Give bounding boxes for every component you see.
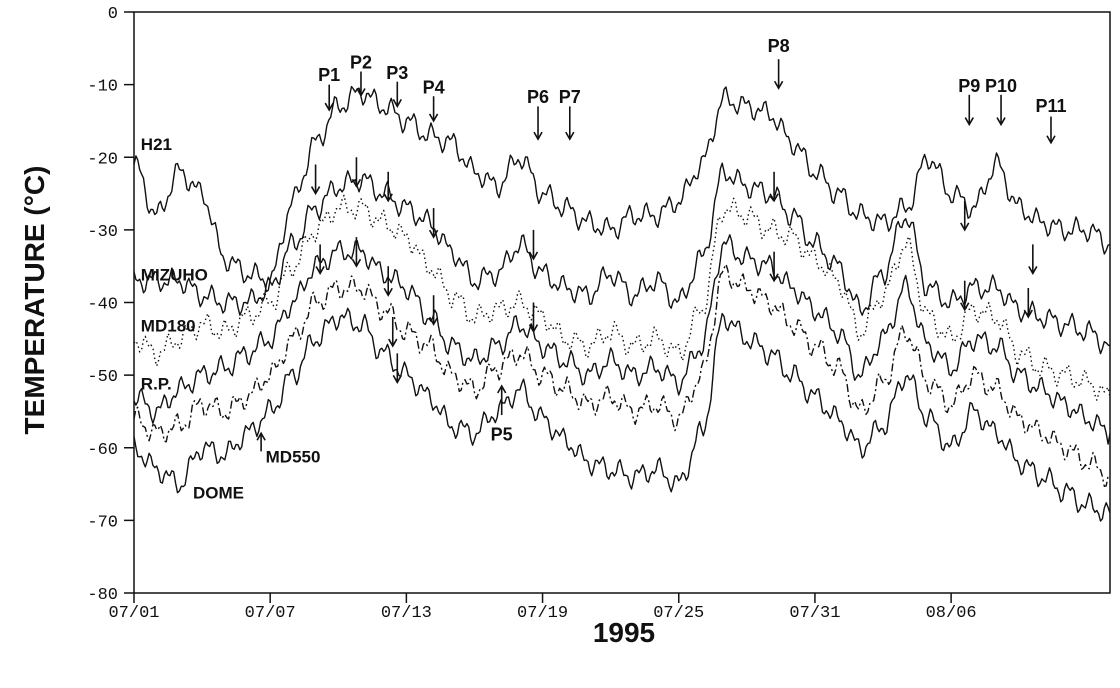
peak-arrow-head <box>392 99 402 109</box>
peak-arrow-head <box>1046 135 1056 145</box>
peak-arrow-head <box>1023 309 1033 319</box>
peak-arrow-head <box>773 80 784 90</box>
x-tick-label: 07/07 <box>245 604 296 623</box>
peak-arrow-head <box>528 324 539 334</box>
series-group <box>133 85 1111 522</box>
peak-label: P8 <box>768 36 790 56</box>
peak-label: P5 <box>491 424 513 444</box>
peak-arrow-head <box>356 88 366 98</box>
y-tick-label: -60 <box>87 441 118 460</box>
peak-arrow-head <box>428 113 439 123</box>
peak-arrow-head <box>428 316 439 326</box>
peak-arrow-head <box>324 102 334 112</box>
peak-arrow-head <box>533 131 543 141</box>
x-tick-label: 07/01 <box>108 604 159 623</box>
peak-arrow-head <box>310 186 321 196</box>
series-label: H21 <box>141 135 172 154</box>
peak-arrow-head <box>351 258 362 268</box>
y-tick-label: 0 <box>108 5 118 24</box>
series-line-h21 <box>133 85 1111 293</box>
series-label: MD180 <box>141 317 196 336</box>
x-axis-title: 1995 <box>593 617 655 648</box>
x-tick-label: 07/31 <box>789 604 840 623</box>
peak-arrow-head <box>960 302 970 312</box>
peak-arrow-head <box>383 287 393 297</box>
peak-label: P1 <box>318 65 340 85</box>
peak-label: P6 <box>527 87 549 107</box>
peak-arrow-head <box>428 229 439 239</box>
series-label: MD550 <box>266 447 321 466</box>
y-tick-label: -10 <box>87 78 118 97</box>
label-group: H21 MIZUHO MD180 R.P. MD550 DOME P1 P2 P3 P4 P6 P7 P… <box>141 36 1067 503</box>
peak-arrow-head <box>960 222 970 232</box>
x-tick-label: 08/06 <box>926 604 977 623</box>
y-axis-title: TEMPERATURE (°C) <box>19 166 50 435</box>
peak-label: P10 <box>985 76 1017 96</box>
peak-arrow-head <box>996 117 1006 127</box>
arrow-group <box>256 59 1056 452</box>
series-line-mizuho <box>133 162 1111 355</box>
series-label: R.P. <box>141 375 172 394</box>
y-tick-label: -20 <box>87 150 118 169</box>
peak-label: P7 <box>559 87 581 107</box>
peak-label: P11 <box>1035 96 1066 116</box>
series-line-dome <box>133 307 1111 522</box>
peak-arrow-head <box>383 193 393 203</box>
peak-arrow-head <box>256 431 266 441</box>
x-tick-label: 07/19 <box>517 604 568 623</box>
peak-arrow-head <box>392 374 402 384</box>
peak-label: P2 <box>350 53 372 73</box>
peak-arrow-head <box>1028 266 1038 276</box>
peak-arrow-head <box>565 131 575 141</box>
series-line-md180 <box>133 194 1111 401</box>
peak-label: P4 <box>423 77 445 97</box>
peak-label: P3 <box>386 63 408 83</box>
peak-arrow-head <box>497 384 507 394</box>
series-line-r-p <box>133 234 1111 445</box>
y-tick-label: -40 <box>87 296 118 315</box>
peak-arrow-head <box>964 117 974 127</box>
peak-arrow-head <box>528 251 539 261</box>
series-line-md550 <box>133 263 1111 487</box>
peak-arrow-head <box>388 338 398 348</box>
x-tick-label: 07/13 <box>381 604 432 623</box>
series-label: DOME <box>193 484 244 503</box>
series-label: MIZUHO <box>141 266 208 285</box>
y-tick-label: -80 <box>87 586 118 605</box>
peak-arrow-head <box>769 193 779 203</box>
y-tick-label: -50 <box>87 368 118 387</box>
peak-arrow-head <box>351 178 362 188</box>
peak-arrow-head <box>315 266 325 276</box>
y-tick-label: -30 <box>87 223 118 242</box>
x-tick-label: 07/25 <box>653 604 704 623</box>
peak-label: P9 <box>958 76 980 96</box>
peak-arrow-head <box>769 273 779 283</box>
y-tick-label: -70 <box>87 513 118 532</box>
